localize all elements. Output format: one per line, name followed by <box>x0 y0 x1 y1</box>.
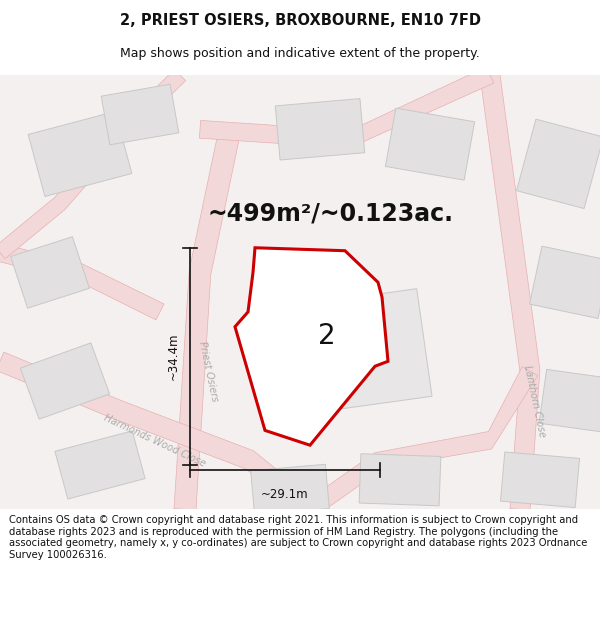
Text: ~29.1m: ~29.1m <box>261 488 309 501</box>
Polygon shape <box>385 108 475 180</box>
Polygon shape <box>288 289 432 414</box>
Text: ~34.4m: ~34.4m <box>167 332 180 380</box>
Text: 2, PRIEST OSIERS, BROXBOURNE, EN10 7FD: 2, PRIEST OSIERS, BROXBOURNE, EN10 7FD <box>119 12 481 28</box>
Polygon shape <box>0 244 164 320</box>
Polygon shape <box>20 343 110 419</box>
Polygon shape <box>539 369 600 432</box>
Text: Lanthorn Close: Lanthorn Close <box>523 364 548 438</box>
Polygon shape <box>174 127 241 510</box>
Text: Map shows position and indicative extent of the property.: Map shows position and indicative extent… <box>120 48 480 61</box>
Polygon shape <box>199 67 494 148</box>
Polygon shape <box>0 69 185 259</box>
Polygon shape <box>0 352 316 517</box>
Polygon shape <box>275 99 365 160</box>
Text: Priest Osiers: Priest Osiers <box>197 340 219 402</box>
Text: Contains OS data © Crown copyright and database right 2021. This information is : Contains OS data © Crown copyright and d… <box>9 515 587 560</box>
Text: 2: 2 <box>319 322 336 351</box>
Polygon shape <box>28 111 132 196</box>
Polygon shape <box>500 452 580 508</box>
Polygon shape <box>101 84 179 145</box>
Polygon shape <box>305 367 538 517</box>
Polygon shape <box>530 246 600 319</box>
Polygon shape <box>55 431 145 499</box>
Polygon shape <box>11 237 89 308</box>
Polygon shape <box>480 74 540 510</box>
Text: Harmonds Wood Close: Harmonds Wood Close <box>103 412 208 468</box>
Text: ~499m²/~0.123ac.: ~499m²/~0.123ac. <box>207 201 453 225</box>
Polygon shape <box>517 119 600 209</box>
Polygon shape <box>235 248 388 445</box>
Polygon shape <box>359 454 441 506</box>
Polygon shape <box>251 464 329 515</box>
